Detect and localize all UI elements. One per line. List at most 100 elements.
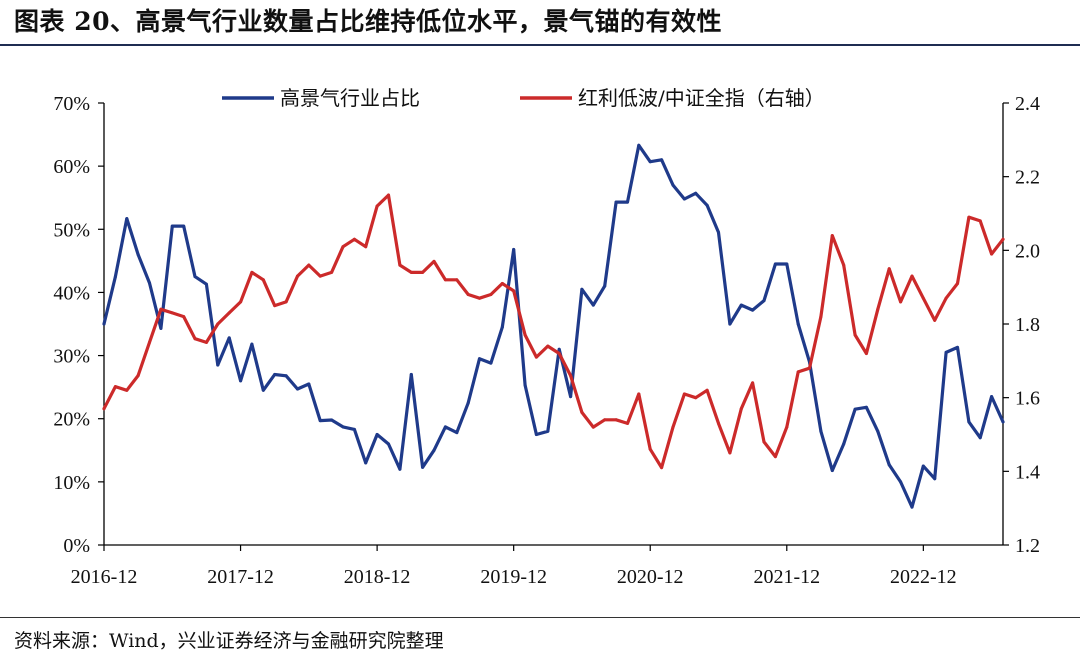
left-axis-tick-label: 0% — [63, 535, 90, 557]
data-point-high-prosperity-share — [364, 461, 368, 465]
data-point-high-prosperity-share — [819, 429, 823, 433]
data-point-dividend-ratio — [694, 396, 698, 400]
data-point-high-prosperity-share — [614, 200, 618, 204]
data-point-dividend-ratio — [603, 418, 607, 422]
data-point-high-prosperity-share — [170, 224, 174, 228]
data-point-high-prosperity-share — [830, 469, 834, 472]
data-point-high-prosperity-share — [216, 363, 220, 367]
data-point-dividend-ratio — [466, 293, 470, 296]
x-axis-tick-label: 2021-12 — [753, 566, 820, 588]
right-axis-tick-label: 1.8 — [1015, 314, 1040, 336]
left-axis-tick-label: 10% — [53, 472, 90, 494]
data-point-high-prosperity-share — [375, 433, 379, 436]
data-point-high-prosperity-share — [671, 183, 675, 187]
data-point-high-prosperity-share — [512, 248, 516, 251]
figure-title: 图表 20、高景气行业数量占比维持低位水平，景气锚的有效性 — [14, 7, 722, 36]
data-point-high-prosperity-share — [660, 158, 664, 162]
data-point-dividend-ratio — [170, 311, 174, 315]
left-axis-tick-label: 40% — [53, 282, 90, 304]
data-point-dividend-ratio — [796, 370, 800, 374]
data-point-high-prosperity-share — [227, 336, 231, 340]
data-point-dividend-ratio — [330, 270, 334, 274]
data-point-dividend-ratio — [557, 352, 561, 355]
data-point-high-prosperity-share — [478, 357, 481, 361]
data-point-dividend-ratio — [876, 307, 880, 311]
chart-axes: 0% 10% 20% 30% 40% 50% 60% 70% 1.2 1.4 1.6 1.8 2.0 2.… — [53, 93, 1040, 588]
x-axis-tick-label: 2020-12 — [617, 566, 684, 588]
x-axis-tick-label: 2018-12 — [344, 566, 411, 588]
data-point-dividend-ratio — [341, 245, 345, 249]
legend-item-dividend-ratio-label: 红利低波/中证全指（右轴） — [578, 86, 825, 110]
data-point-dividend-ratio — [364, 245, 368, 249]
data-point-dividend-ratio — [660, 466, 664, 470]
data-point-dividend-ratio — [500, 282, 504, 285]
data-point-high-prosperity-share — [1001, 420, 1005, 424]
data-point-high-prosperity-share — [887, 463, 891, 467]
data-point-high-prosperity-share — [182, 224, 186, 228]
data-point-high-prosperity-share — [284, 374, 288, 378]
data-point-high-prosperity-share — [546, 429, 550, 433]
data-point-high-prosperity-share — [580, 287, 584, 291]
title-rule — [0, 44, 1080, 46]
data-point-dividend-ratio — [296, 274, 299, 278]
data-point-high-prosperity-share — [682, 197, 686, 201]
data-point-dividend-ratio — [682, 392, 686, 396]
data-point-dividend-ratio — [546, 344, 550, 348]
data-point-dividend-ratio — [864, 352, 868, 355]
data-point-dividend-ratio — [375, 204, 379, 208]
x-axis-tick-label: 2017-12 — [207, 566, 274, 588]
data-point-high-prosperity-share — [204, 282, 208, 286]
data-point-dividend-ratio — [318, 274, 322, 278]
data-point-high-prosperity-share — [728, 322, 732, 326]
data-point-dividend-ratio — [239, 300, 243, 304]
right-axis-tick-label: 1.6 — [1015, 388, 1040, 410]
x-axis-tick-label: 2016-12 — [71, 566, 138, 588]
data-point-dividend-ratio — [261, 278, 265, 282]
data-point-dividend-ratio — [387, 193, 390, 197]
data-point-dividend-ratio — [227, 311, 231, 315]
data-point-high-prosperity-share — [921, 464, 925, 468]
data-point-dividend-ratio — [944, 296, 948, 300]
data-point-dividend-ratio — [193, 337, 197, 341]
data-point-high-prosperity-share — [341, 425, 345, 429]
data-point-high-prosperity-share — [250, 342, 254, 346]
data-point-dividend-ratio — [933, 318, 937, 322]
data-point-dividend-ratio — [967, 215, 971, 219]
data-point-dividend-ratio — [113, 385, 117, 389]
data-point-high-prosperity-share — [421, 465, 425, 469]
data-point-high-prosperity-share — [717, 230, 720, 234]
data-point-dividend-ratio — [785, 425, 789, 429]
data-point-high-prosperity-share — [557, 347, 561, 351]
data-point-dividend-ratio — [273, 304, 277, 308]
data-point-dividend-ratio — [182, 315, 186, 319]
right-axis-tick-label: 2.2 — [1015, 167, 1040, 189]
data-point-dividend-ratio — [739, 407, 743, 411]
data-point-high-prosperity-share — [637, 143, 641, 147]
data-point-high-prosperity-share — [956, 345, 959, 349]
data-point-high-prosperity-share — [944, 350, 948, 354]
data-point-dividend-ratio — [125, 388, 129, 392]
data-point-high-prosperity-share — [443, 425, 447, 429]
data-point-dividend-ratio — [534, 355, 538, 359]
data-point-high-prosperity-share — [330, 418, 334, 422]
data-point-high-prosperity-share — [591, 303, 595, 307]
data-point-dividend-ratio — [887, 267, 891, 271]
source-note: 资料来源：Wind，兴业证券经济与金融研究院整理 — [14, 630, 444, 652]
data-point-high-prosperity-share — [933, 477, 937, 481]
left-axis-tick-label: 70% — [53, 93, 90, 115]
data-point-high-prosperity-share — [387, 442, 390, 446]
data-point-high-prosperity-share — [603, 284, 607, 288]
data-point-high-prosperity-share — [626, 200, 629, 204]
data-point-high-prosperity-share — [409, 373, 413, 376]
data-point-high-prosperity-share — [910, 505, 914, 509]
data-point-dividend-ratio — [307, 263, 311, 267]
data-point-dividend-ratio — [671, 425, 675, 429]
data-point-dividend-ratio — [455, 278, 459, 282]
data-point-high-prosperity-share — [273, 373, 277, 376]
data-point-high-prosperity-share — [762, 299, 766, 303]
data-point-high-prosperity-share — [648, 160, 652, 164]
left-axis-tick-label: 50% — [53, 219, 90, 241]
data-point-high-prosperity-share — [967, 420, 971, 424]
data-point-high-prosperity-share — [466, 401, 470, 405]
